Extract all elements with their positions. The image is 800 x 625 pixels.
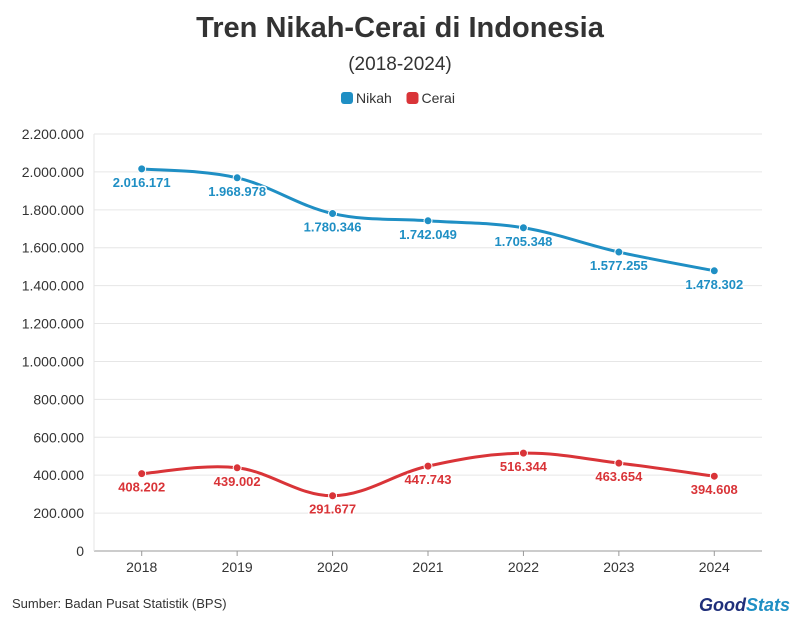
data-point [232,173,242,183]
series-nikah: 2.016.171 1.968.978 1.780.346 1.742.049 1.70… [111,164,745,293]
data-label: 516.344 [500,459,548,474]
y-tick-label: 2.000.000 [22,164,84,180]
legend-swatch [406,92,419,104]
y-tick-label: 600.000 [33,429,84,445]
data-point [614,458,624,468]
y-tick-label: 1.600.000 [22,240,84,256]
data-point [137,469,147,479]
data-label: 394.608 [691,482,738,497]
data-label: 447.743 [405,472,452,487]
data-label: 408.202 [118,480,165,495]
data-label: 1.780.346 [304,220,362,235]
y-tick-label: 1.200.000 [22,316,84,332]
data-point [518,448,528,458]
brand-logo: GoodStats [699,595,790,615]
series-group: 2.016.171 1.968.978 1.780.346 1.742.049 1.70… [111,164,745,518]
data-point [423,216,433,226]
series-cerai: 408.202 439.002 291.677 447.743 516.344 463.6… [117,448,739,518]
x-tick-label: 2019 [222,559,253,575]
data-label: 1.478.302 [685,277,743,292]
x-tick-label: 2018 [126,559,157,575]
x-tick-label: 2024 [699,559,730,575]
data-point [614,247,624,257]
x-tick-label: 2023 [603,559,634,575]
data-point [423,461,433,471]
data-point [232,463,242,473]
y-tick-label: 800.000 [33,391,84,407]
y-tick-label: 2.200.000 [22,126,84,142]
x-tick-label: 2020 [317,559,348,575]
data-label: 1.577.255 [590,258,648,273]
data-label: 2.016.171 [113,175,171,190]
data-label: 1.968.978 [208,184,266,199]
data-label: 463.654 [595,469,643,484]
x-tick-label: 2021 [412,559,443,575]
data-point [518,223,528,233]
grid [93,133,762,552]
legend: Nikah Cerai [341,90,455,106]
chart-title: Tren Nikah-Cerai di Indonesia [196,12,605,44]
x-tick-label: 2022 [508,559,539,575]
y-axis: 0 200.000 400.000 600.000 800.000 1.000.000 1.… [22,126,85,559]
brand-part-good: Good [699,595,747,615]
data-label: 291.677 [309,502,356,517]
y-tick-label: 200.000 [33,505,84,521]
y-tick-label: 1.400.000 [22,278,84,294]
legend-label: Nikah [356,90,392,106]
y-tick-label: 400.000 [33,467,84,483]
chart-subtitle: (2018-2024) [348,54,452,75]
data-label: 439.002 [214,474,261,489]
data-point [709,266,719,276]
data-point [709,471,719,481]
source-note: Sumber: Badan Pusat Statistik (BPS) [12,596,227,611]
data-label: 1.705.348 [495,234,553,249]
data-point [137,164,147,174]
brand-part-stats: Stats [746,595,790,615]
x-axis: 2018 2019 2020 2021 2022 2023 2024 [126,551,730,575]
data-label: 1.742.049 [399,227,457,242]
data-point [328,491,338,501]
legend-swatch [341,92,353,104]
y-tick-label: 1.000.000 [22,353,84,369]
data-point [328,209,338,219]
legend-label: Cerai [422,90,455,106]
y-tick-label: 1.800.000 [22,202,84,218]
y-tick-label: 0 [76,543,84,559]
